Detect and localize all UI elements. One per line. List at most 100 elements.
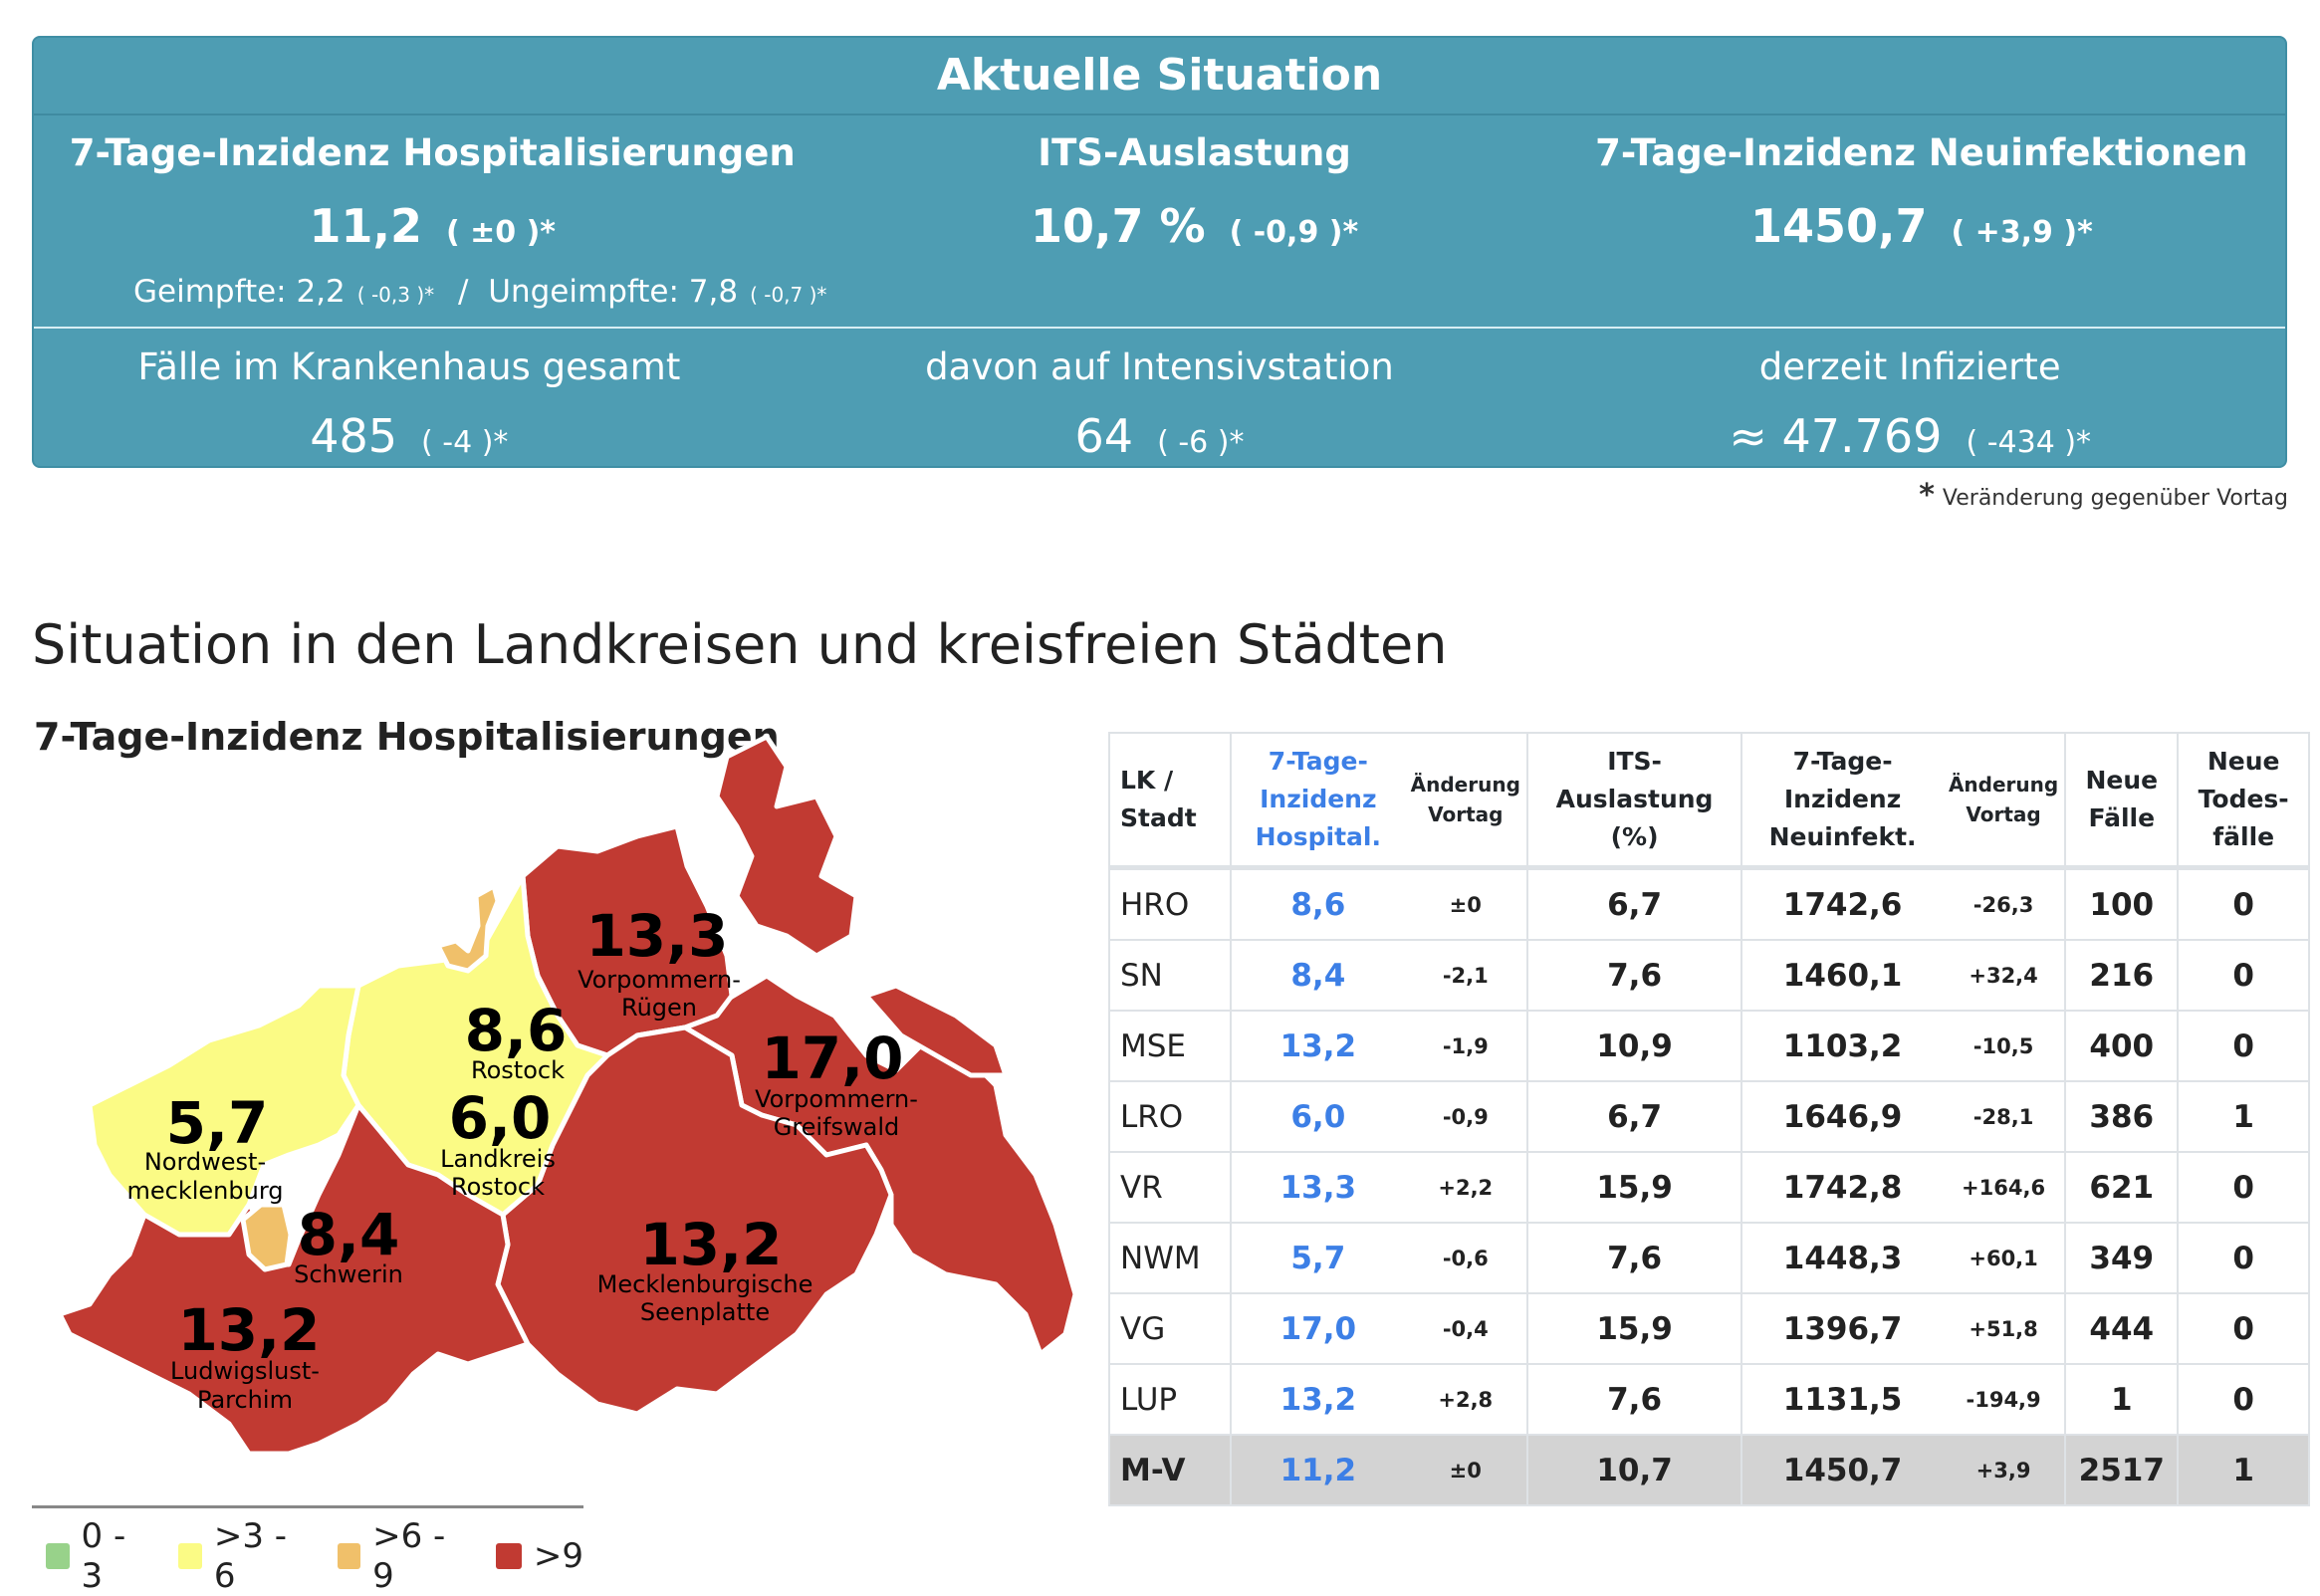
stat-change: ( +3,9 )*: [1951, 215, 2093, 250]
header-hospital-incidence[interactable]: 7-Tage- Inzidenz Hospital.: [1230, 732, 1405, 869]
cell-infection-incidence: 1396,7: [1740, 1292, 1943, 1365]
cell-its-utilization: 10,7: [1525, 1434, 1743, 1506]
stat-change: ( -6 )*: [1157, 425, 1245, 460]
region-label-ludwigslust-parchim-2: Parchim: [197, 1386, 293, 1414]
legend-item: 0 - 3: [46, 1516, 150, 1596]
stat-its-utilization: ITS-Auslastung 10,7 % ( -0,9 )*: [830, 117, 1557, 321]
stat-label: 7-Tage-Inzidenz Neuinfektionen: [1595, 131, 2248, 174]
region-usedom-island[interactable]: [863, 983, 1009, 1078]
table-header-row: LK / Stadt 7-Tage- Inzidenz Hospital. Änder…: [1108, 732, 2310, 869]
table-row: LRO 6,0 -0,9 6,7 1646,9 -28,1 386 1: [1108, 1080, 2310, 1153]
section-title: Situation in den Landkreisen und kreisfr…: [32, 613, 1448, 676]
cell-new-deaths: 0: [2177, 1222, 2310, 1294]
legend-swatch: [495, 1543, 522, 1569]
table-row: VR 13,3 +2,2 15,9 1742,8 +164,6 621 0: [1108, 1151, 2310, 1224]
district-map: 13,3 Vorpommern- Rügen 17,0 Vorpommern- …: [57, 734, 1078, 1457]
cell-new-cases: 349: [2064, 1222, 2180, 1294]
stat-label: derzeit Infizierte: [1758, 345, 2061, 388]
cell-new-deaths: 0: [2177, 1363, 2310, 1436]
cell-new-deaths: 0: [2177, 866, 2310, 941]
cell-infection-incidence: 1131,5: [1740, 1363, 1943, 1436]
cell-its-utilization: 7,6: [1525, 939, 1743, 1012]
region-label-vorpommern-greifswald: Vorpommern-: [755, 1085, 918, 1113]
cell-hospital-incidence: 8,6: [1230, 866, 1405, 941]
region-value-nordwestmecklenburg: 5,7: [166, 1089, 269, 1157]
stat-label: Fälle im Krankenhaus gesamt: [137, 345, 681, 388]
cell-infection-change: +51,8: [1942, 1292, 2067, 1365]
cell-district: NWM: [1108, 1222, 1232, 1294]
header-infection-incidence[interactable]: 7-Tage- Inzidenz Neuinfekt.: [1740, 732, 1943, 869]
legend-item: >9: [495, 1516, 583, 1596]
table-row: MSE 13,2 -1,9 10,9 1103,2 -10,5 400 0: [1108, 1010, 2310, 1082]
cell-new-deaths: 0: [2177, 1010, 2310, 1082]
header-district[interactable]: LK / Stadt: [1108, 732, 1232, 869]
footnote: * Veränderung gegenüber Vortag: [1919, 478, 2288, 513]
table-row: LUP 13,2 +2,8 7,6 1131,5 -194,9 1 0: [1108, 1363, 2310, 1436]
cell-infection-change: +3,9: [1942, 1434, 2067, 1506]
stat-value: 10,7 %: [1030, 199, 1206, 253]
cell-district: MSE: [1108, 1010, 1232, 1082]
cell-new-cases: 100: [2064, 866, 2180, 941]
header-new-cases[interactable]: Neue Fälle: [2064, 732, 2180, 869]
region-ruegen-island[interactable]: [714, 734, 859, 959]
cell-its-utilization: 7,6: [1525, 1222, 1743, 1294]
cell-infection-incidence: 1450,7: [1740, 1434, 1943, 1506]
stat-change: ( -0,9 )*: [1229, 215, 1359, 250]
cell-infection-change: -10,5: [1942, 1010, 2067, 1082]
table-row: NWM 5,7 -0,6 7,6 1448,3 +60,1 349 0: [1108, 1222, 2310, 1294]
legend-label: 0 - 3: [81, 1516, 126, 1596]
cell-new-cases: 621: [2064, 1151, 2180, 1224]
cell-new-deaths: 1: [2177, 1434, 2310, 1506]
vaccinated-change: ( -0,3 )*: [356, 283, 435, 307]
region-schwerin[interactable]: [240, 1202, 294, 1272]
district-table: LK / Stadt 7-Tage- Inzidenz Hospital. Änder…: [1108, 732, 2310, 1506]
cell-new-cases: 444: [2064, 1292, 2180, 1365]
cell-infection-incidence: 1103,2: [1740, 1010, 1943, 1082]
region-label-vorpommern-ruegen: Vorpommern-: [578, 966, 741, 994]
current-situation-panel: Aktuelle Situation 7-Tage-Inzidenz Hospi…: [32, 36, 2287, 468]
cell-hospital-change: -0,6: [1404, 1222, 1528, 1294]
header-its-utilization[interactable]: ITS- Auslastung (%): [1525, 732, 1743, 869]
cell-infection-incidence: 1742,6: [1740, 866, 1943, 941]
cell-hospital-incidence: 13,3: [1230, 1151, 1405, 1224]
region-label-nordwestmecklenburg: Nordwest-: [144, 1148, 266, 1176]
cell-hospital-incidence: 6,0: [1230, 1080, 1405, 1153]
cell-hospital-incidence: 13,2: [1230, 1010, 1405, 1082]
table-row: HRO 8,6 ±0 6,7 1742,6 -26,3 100 0: [1108, 866, 2310, 941]
stat-change: ( -4 )*: [421, 425, 509, 460]
cell-infection-change: -28,1: [1942, 1080, 2067, 1153]
panel-top-row: 7-Tage-Inzidenz Hospitalisierungen 11,2 (…: [34, 117, 2285, 321]
stat-hospitalization-incidence: 7-Tage-Inzidenz Hospitalisierungen 11,2 (…: [34, 117, 830, 321]
region-ludwigslust-parchim[interactable]: [57, 1102, 531, 1457]
stat-value: 11,2: [309, 199, 422, 253]
cell-hospital-incidence: 11,2: [1230, 1434, 1405, 1506]
cell-infection-change: -26,3: [1942, 866, 2067, 941]
region-rostock-city[interactable]: [435, 883, 501, 974]
cell-hospital-change: ±0: [1404, 866, 1528, 941]
stat-new-infection-incidence: 7-Tage-Inzidenz Neuinfektionen 1450,7 ( +…: [1558, 117, 2285, 321]
header-hospital-change[interactable]: Änderung Vortag: [1404, 732, 1528, 869]
stat-label: davon auf Intensivstation: [925, 345, 1394, 388]
cell-district: SN: [1108, 939, 1232, 1012]
region-value-vorpommern-greifswald: 17,0: [761, 1025, 903, 1092]
legend-swatch: [337, 1543, 361, 1569]
region-value-rostock: 8,6: [465, 997, 568, 1064]
stat-label: 7-Tage-Inzidenz Hospitalisierungen: [69, 131, 796, 174]
map-legend: 0 - 3 >3 - 6 >6 - 9 >9: [32, 1505, 583, 1596]
region-label-ludwigslust-parchim: Ludwigslust-: [170, 1357, 320, 1385]
stat-change: ( -434 )*: [1966, 425, 2092, 460]
region-label-schwerin: Schwerin: [294, 1260, 403, 1288]
separator: /: [457, 274, 469, 310]
header-new-deaths[interactable]: Neue Todes-fälle: [2177, 732, 2310, 869]
cell-hospital-change: ±0: [1404, 1434, 1528, 1506]
cell-its-utilization: 15,9: [1525, 1151, 1743, 1224]
cell-hospital-change: -1,9: [1404, 1010, 1528, 1082]
legend-item: >3 - 6: [178, 1516, 309, 1596]
region-value-landkreis-rostock: 6,0: [449, 1084, 552, 1152]
header-infection-change[interactable]: Änderung Vortag: [1942, 732, 2067, 869]
vaccination-breakdown: Geimpfte: 2,2 ( -0,3 )* / Ungeimpfte: 7,8…: [34, 263, 830, 321]
region-label-landkreis-rostock: Landkreis: [440, 1145, 556, 1173]
region-value-mecklenburgische-seenplatte: 13,2: [639, 1211, 782, 1278]
cell-new-deaths: 0: [2177, 939, 2310, 1012]
footnote-text: Veränderung gegenüber Vortag: [1942, 486, 2288, 511]
